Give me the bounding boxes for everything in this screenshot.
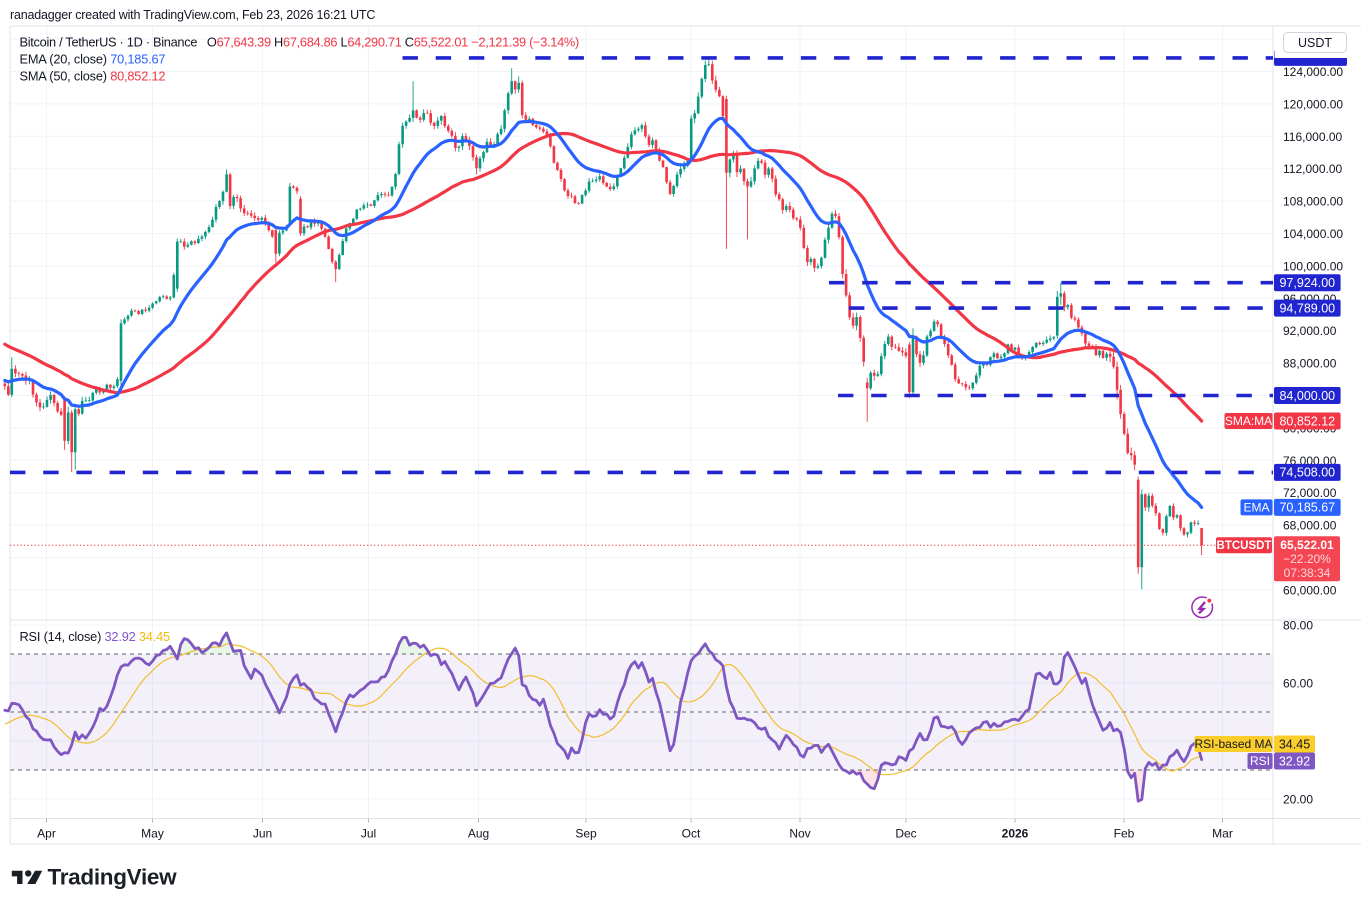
- svg-text:07:38:34: 07:38:34: [1284, 566, 1331, 580]
- svg-text:Oct: Oct: [682, 827, 701, 841]
- svg-text:65,522.01: 65,522.01: [1280, 538, 1334, 552]
- svg-text:2026: 2026: [1002, 827, 1029, 841]
- svg-text:70,185.67: 70,185.67: [1279, 501, 1335, 515]
- svg-text:Feb: Feb: [1114, 827, 1135, 841]
- svg-text:94,789.00: 94,789.00: [1279, 301, 1335, 315]
- svg-text:USDT: USDT: [1298, 36, 1332, 50]
- svg-text:68,000.00: 68,000.00: [1283, 519, 1337, 533]
- svg-text:Dec: Dec: [895, 827, 916, 841]
- svg-text:112,000.00: 112,000.00: [1283, 162, 1342, 176]
- svg-text:Jul: Jul: [361, 827, 376, 841]
- svg-text:108,000.00: 108,000.00: [1283, 195, 1343, 209]
- svg-text:80,852.12: 80,852.12: [1279, 414, 1335, 428]
- svg-text:116,000.00: 116,000.00: [1283, 130, 1342, 144]
- svg-text:RSI (14, close) 32.92 34.45: RSI (14, close) 32.92 34.45: [20, 629, 170, 644]
- svg-text:EMA (20, close) 70,185.67: EMA (20, close) 70,185.67: [20, 52, 166, 67]
- svg-text:−22.20%: −22.20%: [1283, 552, 1331, 566]
- svg-text:92,000.00: 92,000.00: [1283, 324, 1337, 338]
- svg-text:ranadagger created with Tradin: ranadagger created with TradingView.com,…: [10, 8, 375, 22]
- svg-text:72,000.00: 72,000.00: [1283, 486, 1337, 500]
- svg-text:RSI-based MA: RSI-based MA: [1194, 737, 1272, 751]
- svg-text:SMA:MA: SMA:MA: [1225, 414, 1272, 428]
- svg-text:80.00: 80.00: [1283, 619, 1313, 633]
- svg-text:120,000.00: 120,000.00: [1283, 97, 1343, 111]
- svg-text:Apr: Apr: [37, 827, 56, 841]
- svg-text:May: May: [141, 827, 164, 841]
- svg-text:60.00: 60.00: [1283, 677, 1313, 691]
- svg-text:Bitcoin / TetherUS · 1D · Bina: Bitcoin / TetherUS · 1D · Binance O67,64…: [20, 35, 580, 50]
- svg-text:Sep: Sep: [575, 827, 597, 841]
- svg-text:Nov: Nov: [789, 827, 810, 841]
- svg-text:20.00: 20.00: [1283, 793, 1313, 807]
- svg-text:97,924.00: 97,924.00: [1279, 276, 1335, 290]
- svg-text:104,000.00: 104,000.00: [1283, 227, 1343, 241]
- svg-text:Mar: Mar: [1212, 827, 1233, 841]
- svg-text:32.92: 32.92: [1279, 754, 1310, 768]
- svg-text:100,000.00: 100,000.00: [1283, 259, 1343, 273]
- svg-text:124,000.00: 124,000.00: [1283, 65, 1343, 79]
- svg-text:60,000.00: 60,000.00: [1283, 583, 1337, 597]
- svg-text:34.45: 34.45: [1279, 737, 1310, 751]
- svg-text:SMA (50, close) 80,852.12: SMA (50, close) 80,852.12: [20, 69, 166, 84]
- svg-text:RSI: RSI: [1250, 754, 1270, 768]
- svg-text:84,000.00: 84,000.00: [1279, 389, 1335, 403]
- svg-text:88,000.00: 88,000.00: [1283, 357, 1337, 371]
- svg-text:Aug: Aug: [468, 827, 489, 841]
- svg-text:74,508.00: 74,508.00: [1279, 466, 1335, 480]
- svg-text:Jun: Jun: [253, 827, 272, 841]
- svg-text:EMA: EMA: [1243, 501, 1269, 515]
- svg-text:BTCUSDT: BTCUSDT: [1217, 540, 1272, 552]
- svg-text:TradingView: TradingView: [48, 865, 178, 890]
